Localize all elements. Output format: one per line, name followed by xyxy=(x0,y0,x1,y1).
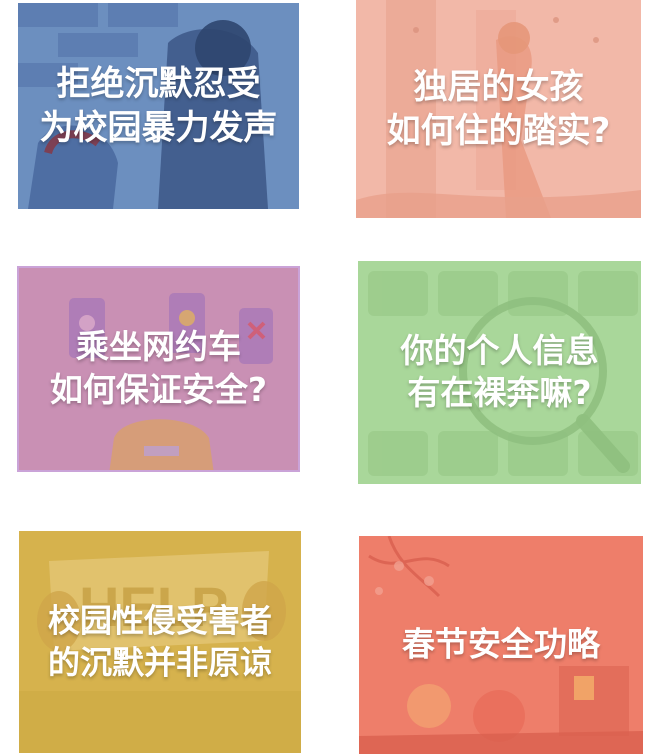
card-title-line: 你的个人信息 xyxy=(400,330,599,370)
card-title: 春节安全功略 xyxy=(359,624,643,667)
school-violence-illustration xyxy=(18,3,299,209)
card-title: 乘坐网约车 如何保证安全? xyxy=(19,326,298,412)
card-title-line: 乘坐网约车 xyxy=(76,327,241,367)
card-title-line: 校园性侵受害者 xyxy=(47,601,272,640)
card-title: 拒绝沉默忍受 为校园暴力发声 xyxy=(18,62,299,150)
card-title: 你的个人信息 有在裸奔嘛? xyxy=(358,330,641,416)
card-title-line: 如何保证安全? xyxy=(49,370,268,409)
card-title: 校园性侵受害者 的沉默并非原谅 xyxy=(19,600,301,683)
campus-assault-illustration: HELP xyxy=(19,531,301,753)
article-card-living-alone[interactable]: 独居的女孩 如何住的踏实? xyxy=(356,0,641,218)
article-card-personal-info[interactable]: 你的个人信息 有在裸奔嘛? xyxy=(358,261,641,484)
card-title-line: 如何住的踏实? xyxy=(386,111,611,151)
card-title-line: 的沉默并非原谅 xyxy=(47,643,272,681)
article-card-ride-hailing[interactable]: 乘坐网约车 如何保证安全? xyxy=(17,266,300,472)
article-card-campus-assault[interactable]: HELP 校园性侵受害者 的沉默并非原谅 xyxy=(19,531,301,753)
article-card-school-violence[interactable]: 拒绝沉默忍受 为校园暴力发声 xyxy=(18,3,299,209)
ride-hailing-illustration xyxy=(19,268,298,470)
help-sign-text: HELP xyxy=(79,575,228,638)
personal-info-illustration xyxy=(358,261,641,484)
article-card-spring-festival[interactable]: 春节安全功略 xyxy=(359,536,643,754)
card-title-line: 有在裸奔嘛? xyxy=(407,373,592,413)
card-title-line: 为校园暴力发声 xyxy=(39,108,278,148)
living-alone-illustration xyxy=(356,0,641,218)
card-title-line: 独居的女孩 xyxy=(413,66,584,107)
card-title-line: 拒绝沉默忍受 xyxy=(56,63,261,104)
spring-festival-illustration xyxy=(359,536,643,754)
card-title-line: 春节安全功略 xyxy=(402,624,600,664)
card-title: 独居的女孩 如何住的踏实? xyxy=(356,65,641,153)
